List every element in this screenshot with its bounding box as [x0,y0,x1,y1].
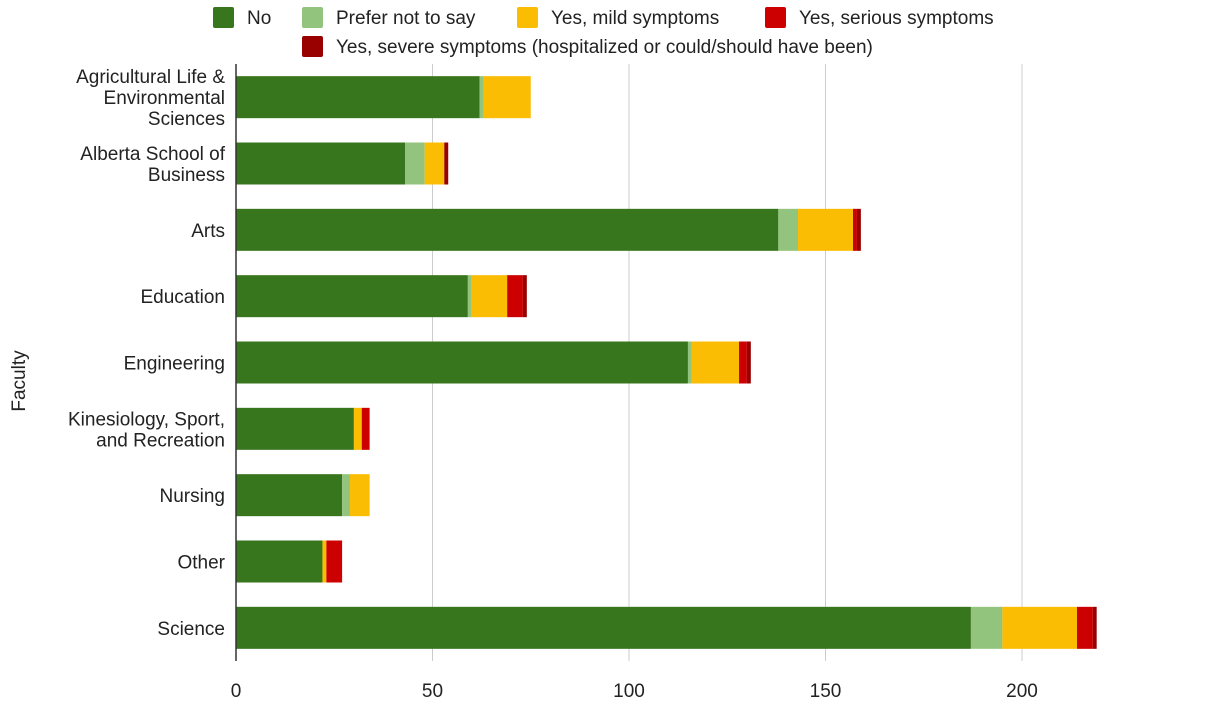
bar-engineering-yes-severe-symptoms-hospitalized-or-could-should-have-been [746,341,751,384]
bar-engineering-yes-serious-symptoms [739,341,747,384]
legend-label-no: No [247,8,271,29]
x-tick-label-100: 100 [613,681,645,702]
bar-arts-yes-mild-symptoms [797,208,854,251]
bar-group-education [236,275,527,318]
bar-kinesiology-sport-and-recreation-yes-serious-symptoms [361,407,370,450]
x-tick-label-150: 150 [810,681,842,702]
x-tick-label-50: 50 [422,681,443,702]
bar-arts-yes-severe-symptoms-hospitalized-or-could-should-have-been [856,208,861,251]
bar-nursing-no [236,474,343,517]
bar-other-no [236,540,323,583]
bar-science-yes-serious-symptoms [1077,606,1093,649]
bar-alberta-school-of-business-yes-mild-symptoms [424,142,445,185]
bar-arts-yes-serious-symptoms [853,208,857,251]
bar-alberta-school-of-business-yes-severe-symptoms-hospitalized-or-could-should-have-been [444,142,449,185]
category-label-other: Other [177,553,225,574]
bar-kinesiology-sport-and-recreation-yes-mild-symptoms [353,407,362,450]
bar-education-yes-mild-symptoms [471,275,508,318]
legend: No Prefer not to say Yes, mild symptoms Yes… [213,7,994,58]
legend-swatch-yes-severe-symptoms-hospitalized-or-could-should-have-been [302,36,323,57]
bar-arts-no [236,208,779,251]
x-tick-label-0: 0 [231,681,242,702]
bar-group-alberta-school-of-business [236,142,449,185]
category-label-nursing: Nursing [160,486,225,507]
bars [236,76,1097,649]
bar-engineering-yes-mild-symptoms [691,341,740,384]
bar-engineering-prefer-not-to-say [687,341,692,384]
legend-item-no: No [213,7,271,29]
bar-group-kinesiology-sport-and-recreation [236,407,370,450]
legend-label-yes-severe-symptoms-hospitalized-or-could-should-have-been: Yes, severe symptoms (hospitalized or co… [336,37,873,58]
legend-item-prefer-not-to-say: Prefer not to say [302,7,476,29]
category-label-kinesiology-sport-and-recreation: Kinesiology, Sport, and Recreation [68,409,225,451]
bar-group-nursing [236,474,370,517]
bar-kinesiology-sport-and-recreation-no [236,407,354,450]
bar-group-science [236,606,1097,649]
category-label-science: Science [157,619,225,640]
legend-label-yes-mild-symptoms: Yes, mild symptoms [551,8,719,29]
bar-education-yes-serious-symptoms [507,275,523,318]
bar-agricultural-life-environmental-sciences-no [236,76,480,119]
legend-swatch-no [213,7,234,28]
bar-education-yes-severe-symptoms-hospitalized-or-could-should-have-been [522,275,527,318]
category-label-alberta-school-of-business: Alberta School of Business [80,144,225,186]
bar-agricultural-life-environmental-sciences-yes-mild-symptoms [483,76,531,119]
category-label-education: Education [140,287,225,308]
bar-engineering-no [236,341,688,384]
bar-education-no [236,275,468,318]
x-tick-labels: 0 50 100 150 200 [231,681,1038,702]
bar-group-engineering [236,341,751,384]
bar-nursing-prefer-not-to-say [342,474,350,517]
bar-group-agricultural-life-environmental-sciences [236,76,531,119]
bar-science-prefer-not-to-say [970,606,1003,649]
bar-agricultural-life-environmental-sciences-prefer-not-to-say [479,76,484,119]
bar-nursing-yes-mild-symptoms [349,474,370,517]
bar-science-no [236,606,971,649]
legend-swatch-yes-serious-symptoms [765,7,786,28]
bar-education-prefer-not-to-say [467,275,472,318]
category-label-arts: Arts [191,221,225,242]
y-axis-title: Faculty [9,350,30,412]
bar-science-yes-severe-symptoms-hospitalized-or-could-should-have-been [1092,606,1097,649]
bar-other-yes-mild-symptoms [322,540,327,583]
bar-science-yes-mild-symptoms [1002,606,1078,649]
legend-swatch-yes-mild-symptoms [517,7,538,28]
bar-other-yes-serious-symptoms [326,540,343,583]
legend-item-yes-severe-symptoms-hospitalized-or-could-should-have-been: Yes, severe symptoms (hospitalized or co… [302,36,873,58]
legend-label-prefer-not-to-say: Prefer not to say [336,8,476,29]
bar-group-other [236,540,343,583]
legend-label-yes-serious-symptoms: Yes, serious symptoms [799,8,994,29]
category-labels: Agricultural Life & Environmental Sciences… [68,67,226,640]
legend-swatch-prefer-not-to-say [302,7,323,28]
legend-item-yes-serious-symptoms: Yes, serious symptoms [765,7,994,29]
bar-alberta-school-of-business-no [236,142,405,185]
bar-group-arts [236,208,861,251]
x-tick-label-200: 200 [1006,681,1038,702]
legend-item-yes-mild-symptoms: Yes, mild symptoms [517,7,719,29]
category-label-engineering: Engineering [124,354,225,375]
category-label-agricultural-life-environmental-sciences: Agricultural Life & Environmental Sciences [76,67,225,130]
bar-alberta-school-of-business-prefer-not-to-say [404,142,425,185]
bar-arts-prefer-not-to-say [778,208,798,251]
